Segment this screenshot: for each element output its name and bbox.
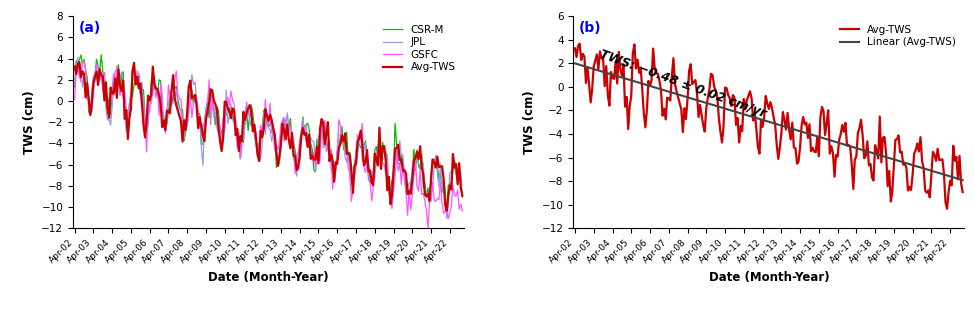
Line: Linear (Avg-TWS): Linear (Avg-TWS) [575, 63, 962, 180]
X-axis label: Date (Month-Year): Date (Month-Year) [208, 271, 329, 284]
Line: JPL: JPL [75, 57, 463, 218]
Y-axis label: TWS (cm): TWS (cm) [523, 90, 536, 154]
Text: (b): (b) [580, 21, 602, 35]
Line: Avg-TWS: Avg-TWS [75, 62, 463, 211]
Y-axis label: TWS (cm): TWS (cm) [22, 90, 36, 154]
Legend: CSR-M, JPL, GSFC, Avg-TWS: CSR-M, JPL, GSFC, Avg-TWS [380, 22, 459, 76]
Legend: Avg-TWS, Linear (Avg-TWS): Avg-TWS, Linear (Avg-TWS) [837, 22, 959, 50]
Text: (a): (a) [79, 21, 101, 35]
Text: TWS: −0.48 ± 0.02 cm/yr: TWS: −0.48 ± 0.02 cm/yr [598, 48, 768, 120]
Line: GSFC: GSFC [75, 62, 463, 228]
Line: Avg-TWS: Avg-TWS [575, 44, 962, 209]
X-axis label: Date (Month-Year): Date (Month-Year) [708, 271, 829, 284]
Line: CSR-M: CSR-M [75, 55, 463, 216]
